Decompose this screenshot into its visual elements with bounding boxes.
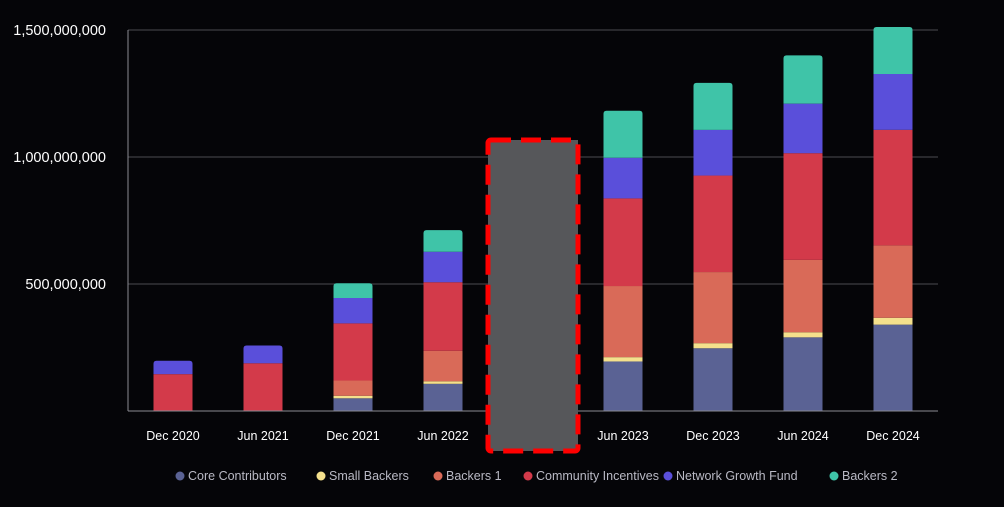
- bar-segment: [873, 324, 913, 411]
- bar-segment: [153, 374, 193, 411]
- bar-segment: [423, 350, 463, 382]
- legend-label: Small Backers: [329, 469, 409, 483]
- bar-segment: [423, 381, 463, 384]
- x-tick-label: Dec 2020: [146, 429, 200, 443]
- x-tick-label: Jun 2022: [417, 429, 468, 443]
- bar-segment: [603, 357, 643, 362]
- legend-label: Backers 1: [446, 469, 502, 483]
- legend-label: Network Growth Fund: [676, 469, 798, 483]
- bar-segment: [873, 26, 913, 74]
- x-tick-label: Jun 2024: [777, 429, 828, 443]
- y-tick-label: 500,000,000: [25, 277, 106, 293]
- bar-segment: [873, 245, 913, 318]
- bar-segment: [783, 55, 823, 104]
- bar-segment: [603, 157, 643, 199]
- legend-marker: [523, 471, 533, 481]
- bar-segment: [333, 398, 373, 411]
- bar-segment: [603, 198, 643, 287]
- legend-item: Backers 1: [433, 469, 502, 483]
- bar-segment: [603, 286, 643, 358]
- legend-item: Small Backers: [316, 469, 409, 483]
- bar-segment: [693, 272, 733, 344]
- bar-segment: [693, 343, 733, 349]
- bar-segment: [693, 82, 733, 130]
- highlight-background: [488, 140, 578, 451]
- bar-segment: [783, 337, 823, 411]
- bar-segment: [333, 395, 373, 399]
- bar-segment: [153, 360, 193, 375]
- bar-segment: [423, 282, 463, 351]
- bar-segment: [693, 129, 733, 176]
- highlight-dashed-border: [485, 137, 581, 454]
- x-tick-label: Dec 2024: [866, 429, 920, 443]
- bar-segment: [333, 283, 373, 298]
- bar-segment: [693, 175, 733, 273]
- bar-segment: [873, 129, 913, 246]
- y-tick-label: 1,000,000,000: [13, 150, 106, 166]
- legend-marker: [663, 471, 673, 481]
- bar-segment: [423, 251, 463, 283]
- legend-item: Core Contributors: [175, 469, 287, 483]
- bar-segment: [783, 103, 823, 154]
- legend-label: Community Incentives: [536, 469, 659, 483]
- legend-item: Backers 2: [829, 469, 898, 483]
- y-tick-label: 1,500,000,000: [13, 23, 106, 39]
- bar-segment: [603, 361, 643, 411]
- x-tick-label: Dec 2023: [686, 429, 740, 443]
- bar-segment: [333, 380, 373, 396]
- bar-segment: [783, 153, 823, 260]
- legend-item: Network Growth Fund: [663, 469, 798, 483]
- legend-label: Backers 2: [842, 469, 898, 483]
- legend-marker: [175, 471, 185, 481]
- highlight-box: [485, 137, 581, 454]
- legend: Core Contributors Small Backers Backers 1 C…: [175, 469, 898, 483]
- bar-segment: [783, 259, 823, 333]
- bar-segment: [333, 297, 373, 324]
- x-tick-label: Jun 2021: [237, 429, 288, 443]
- legend-marker: [433, 471, 443, 481]
- bar-segment: [783, 332, 823, 338]
- bar-segment: [873, 73, 913, 130]
- legend-label: Core Contributors: [188, 469, 287, 483]
- bar-segment: [243, 363, 283, 411]
- bar-segment: [603, 110, 643, 158]
- bar-segment: [873, 317, 913, 325]
- bar-segment: [333, 323, 373, 381]
- x-tick-label: Dec 2021: [326, 429, 380, 443]
- legend-marker: [316, 471, 326, 481]
- bar-segment: [423, 383, 463, 411]
- x-tick-label: Jun 2023: [597, 429, 648, 443]
- bar-segment: [693, 348, 733, 411]
- bar-segment: [423, 230, 463, 252]
- legend-item: Community Incentives: [523, 469, 659, 483]
- bar-segment: [243, 345, 283, 364]
- legend-marker: [829, 471, 839, 481]
